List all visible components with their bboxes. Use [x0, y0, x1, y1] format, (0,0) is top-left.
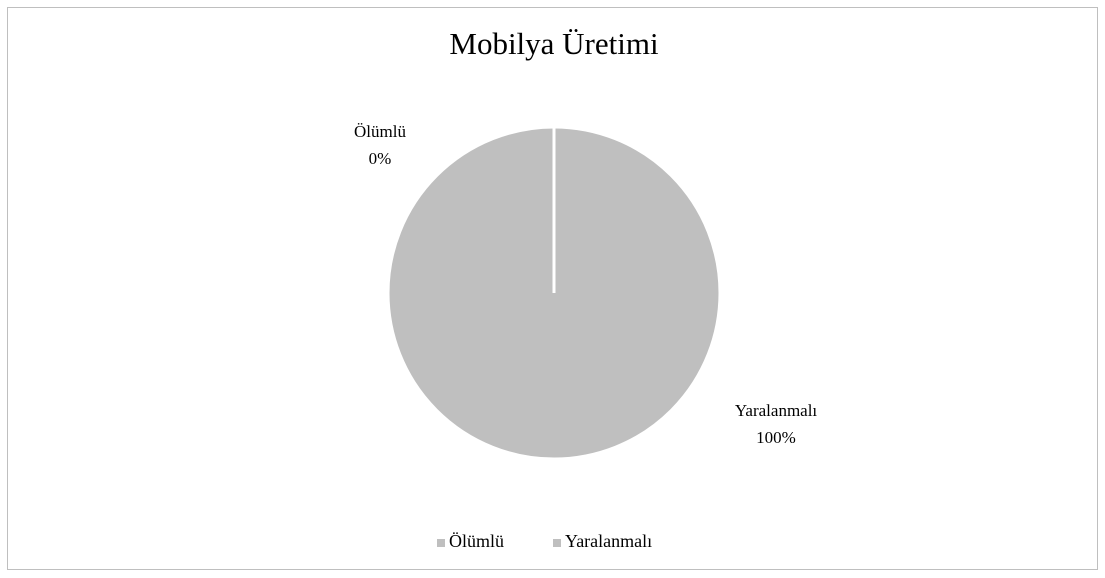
data-label-category: Yaralanmalı	[735, 401, 818, 420]
chart-title: Mobilya Üretimi	[449, 26, 659, 61]
legend-swatch	[437, 539, 445, 547]
legend-label: Ölümlü	[449, 531, 504, 551]
data-label-value: 0%	[369, 149, 392, 168]
legend-label: Yaralanmalı	[565, 531, 652, 551]
data-label-value: 100%	[756, 428, 796, 447]
data-label-category: Ölümlü	[354, 122, 406, 141]
legend-swatch	[553, 539, 561, 547]
